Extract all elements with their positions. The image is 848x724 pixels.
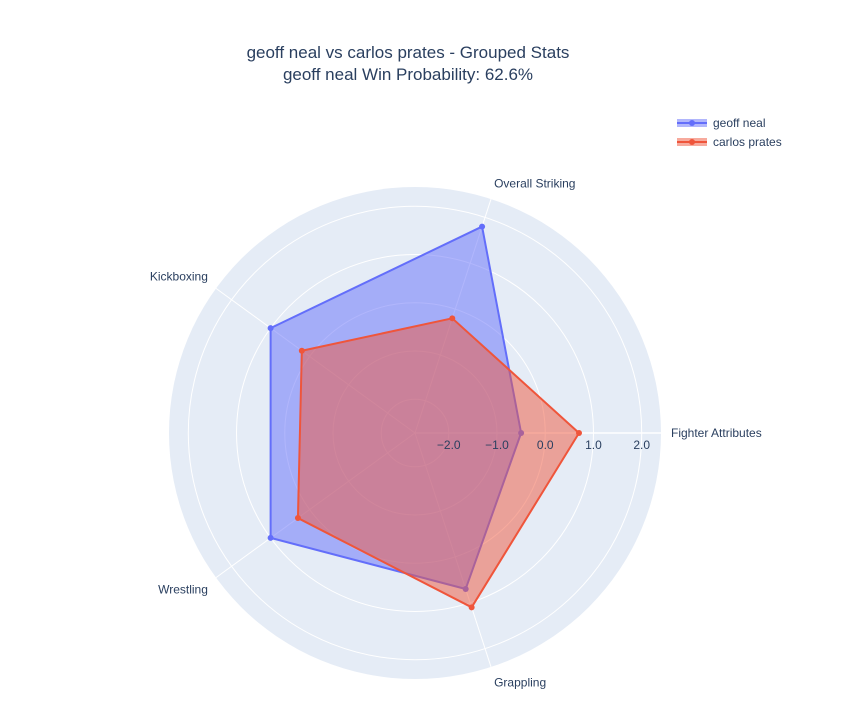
radial-tick-label: 2.0 [633, 438, 650, 452]
angular-labels: Fighter Attributes Overall Striking Kickbo… [150, 177, 762, 690]
radial-tick-label: 1.0 [585, 438, 602, 452]
data-point-geoff-neal-overall-striking[interactable] [479, 223, 486, 230]
radial-ticks: −2.0 −1.0 0.0 1.0 2.0 [437, 438, 650, 452]
legend-marker-geoff-neal [689, 120, 695, 126]
axis-label-wrestling: Wrestling [158, 582, 208, 596]
data-point-carlos-prates-grappling[interactable] [468, 604, 475, 611]
data-point-geoff-neal-wrestling[interactable] [267, 534, 274, 541]
axis-label-kickboxing: Kickboxing [150, 270, 208, 284]
legend: geoff neal carlos prates [677, 116, 782, 149]
legend-label-carlos-prates: carlos prates [713, 135, 782, 149]
legend-marker-carlos-prates [689, 139, 695, 145]
radial-tick-label: 0.0 [537, 438, 554, 452]
data-point-carlos-prates-kickboxing[interactable] [298, 347, 305, 354]
series-carlos-prates [294, 315, 582, 611]
axis-label-overall-striking: Overall Striking [494, 177, 575, 191]
radial-tick-label: −2.0 [437, 438, 461, 452]
data-point-carlos-prates-fighter-attributes[interactable] [576, 430, 582, 436]
axis-label-fighter-attributes: Fighter Attributes [671, 426, 762, 440]
legend-label-geoff-neal: geoff neal [713, 116, 766, 130]
series-layer [267, 223, 582, 611]
radial-tick-label: −1.0 [485, 438, 509, 452]
chart-title: geoff neal vs carlos prates - Grouped St… [247, 43, 570, 62]
data-point-carlos-prates-overall-striking[interactable] [449, 315, 456, 322]
data-point-carlos-prates-wrestling[interactable] [294, 515, 301, 522]
series-area-carlos-prates [296, 317, 580, 609]
legend-item-geoff-neal[interactable]: geoff neal [677, 116, 766, 130]
chart-subtitle: geoff neal Win Probability: 62.6% [283, 65, 533, 84]
legend-item-carlos-prates[interactable]: carlos prates [677, 135, 782, 149]
axis-label-grappling: Grappling [494, 675, 546, 689]
data-point-geoff-neal-kickboxing[interactable] [267, 325, 274, 332]
